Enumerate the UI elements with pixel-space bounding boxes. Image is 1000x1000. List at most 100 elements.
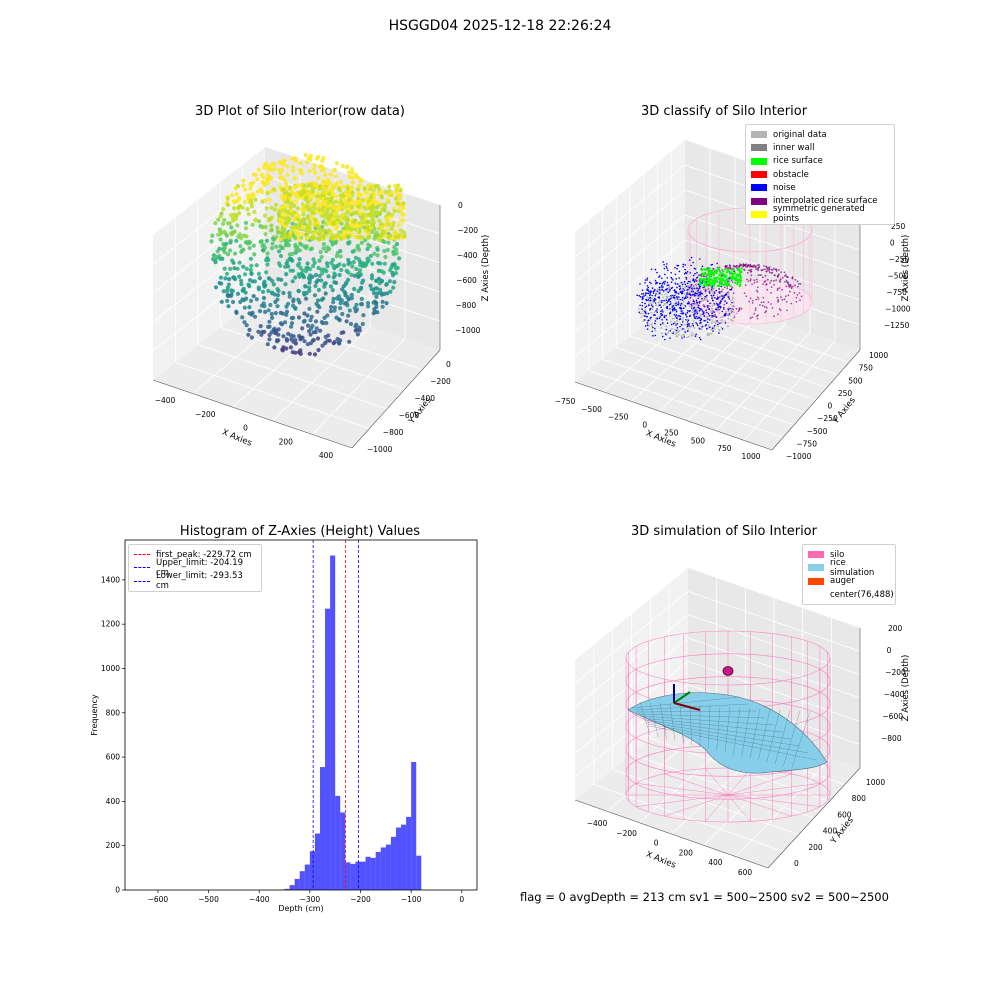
point [312, 201, 318, 206]
point [302, 184, 307, 189]
point [346, 297, 351, 302]
x-tick-label: −200 [350, 895, 371, 904]
point [334, 181, 339, 186]
point [401, 201, 406, 206]
point [325, 177, 330, 182]
point [319, 278, 324, 283]
histogram-bar [314, 833, 320, 890]
point [237, 260, 242, 265]
point [319, 254, 324, 260]
point [281, 290, 286, 296]
point [232, 251, 238, 256]
point [359, 193, 364, 198]
point [275, 297, 280, 302]
point [384, 218, 390, 223]
point [369, 273, 375, 278]
point [361, 313, 366, 318]
raw3d-ztick: −600 [456, 276, 477, 285]
point [317, 258, 322, 263]
histogram-bar [355, 861, 361, 890]
point [282, 231, 287, 236]
point [252, 209, 257, 214]
point [213, 221, 218, 226]
point [259, 224, 264, 229]
point [388, 233, 393, 238]
point [328, 198, 333, 204]
histogram-bar [309, 851, 315, 890]
point [227, 277, 232, 282]
point [256, 219, 262, 224]
point [281, 162, 286, 167]
point [228, 240, 233, 245]
raw3d-xtick: −200 [195, 410, 216, 419]
point [333, 194, 339, 199]
point [383, 189, 388, 195]
legend-label: auger [830, 576, 855, 587]
point [344, 268, 349, 273]
raw3d-ytick: −600 [399, 411, 420, 420]
point [270, 246, 275, 251]
point [389, 190, 394, 196]
point [268, 166, 273, 171]
point [380, 207, 385, 212]
point [392, 183, 398, 189]
point [341, 263, 347, 268]
point [302, 311, 307, 316]
point [305, 215, 310, 221]
point [242, 199, 247, 205]
point [230, 299, 236, 305]
point [220, 221, 226, 226]
point [228, 266, 233, 271]
point [367, 244, 373, 249]
point [287, 185, 293, 191]
point [367, 183, 372, 189]
point [373, 300, 379, 305]
point [354, 235, 359, 240]
point [260, 289, 266, 294]
point [272, 166, 277, 171]
legend-swatch [751, 144, 767, 152]
y-tick-label: 1200 [101, 620, 120, 629]
legend-line [134, 580, 150, 582]
point [310, 186, 316, 192]
point [380, 299, 385, 304]
sim3d-title: 3D simulation of Silo Interior [631, 524, 817, 539]
point [292, 203, 297, 208]
point [278, 310, 283, 315]
point [375, 310, 380, 315]
point [327, 338, 332, 343]
point [366, 235, 371, 240]
point [270, 278, 275, 283]
point [366, 258, 372, 263]
point [359, 177, 364, 183]
point [308, 332, 313, 337]
raw3d-ztick: −200 [457, 226, 478, 235]
point [284, 312, 289, 317]
point [363, 216, 368, 221]
point [266, 257, 271, 263]
point [221, 289, 226, 294]
point [283, 193, 288, 198]
pane-floor [153, 292, 440, 448]
point [289, 324, 294, 329]
point [225, 221, 231, 226]
point [253, 197, 258, 202]
point [265, 342, 270, 347]
point [359, 240, 364, 245]
point [239, 282, 244, 287]
point [357, 183, 362, 188]
point [282, 196, 287, 202]
legend-label: symmetric generated points [773, 204, 865, 225]
point [330, 257, 335, 262]
point [365, 190, 370, 196]
point [353, 202, 358, 207]
histogram-bar [385, 844, 391, 890]
point [274, 202, 279, 207]
raw3d-ytick: 0 [446, 360, 451, 369]
legend-swatch [808, 564, 824, 572]
point [243, 226, 249, 231]
point [304, 160, 310, 165]
point [328, 202, 334, 207]
point [386, 240, 391, 245]
point [303, 152, 308, 158]
